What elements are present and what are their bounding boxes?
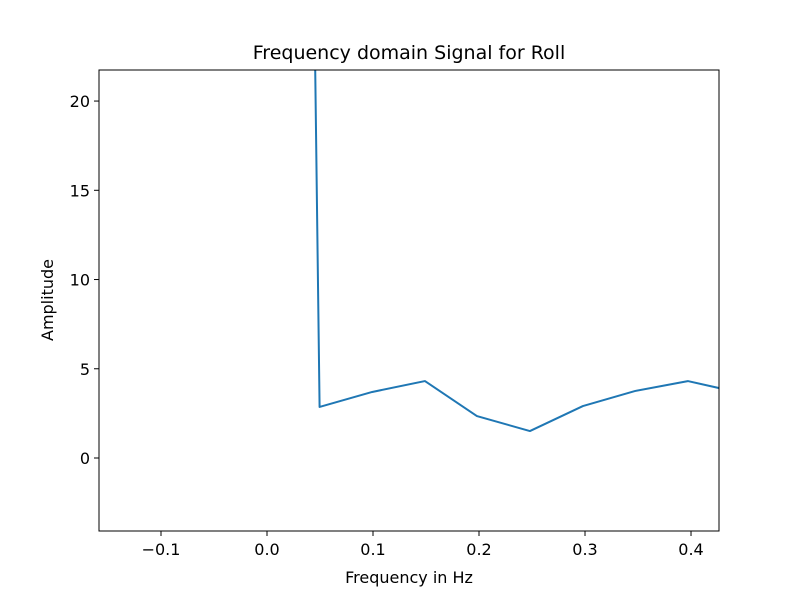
chart-title: Frequency domain Signal for Roll — [253, 42, 566, 64]
y-tick-label: 10 — [70, 271, 90, 290]
y-tick-label: 20 — [70, 92, 90, 111]
x-tick-label: 0.4 — [678, 540, 703, 559]
x-tick-label: 0.2 — [466, 540, 491, 559]
x-tick-label: 0.1 — [360, 540, 385, 559]
y-tick-label: 15 — [70, 181, 90, 200]
plot-area — [314, 70, 719, 433]
y-tick-label: 5 — [80, 360, 90, 379]
plot-frame — [98, 69, 720, 532]
x-tick-label: 0.3 — [572, 540, 597, 559]
line-series — [314, 70, 719, 433]
x-tick-label: 0.0 — [254, 540, 279, 559]
x-axis-label: Frequency in Hz — [345, 568, 473, 587]
x-tick-label: −0.1 — [142, 540, 181, 559]
y-tick-label: 0 — [80, 449, 90, 468]
y-axis-label: Amplitude — [38, 259, 57, 341]
